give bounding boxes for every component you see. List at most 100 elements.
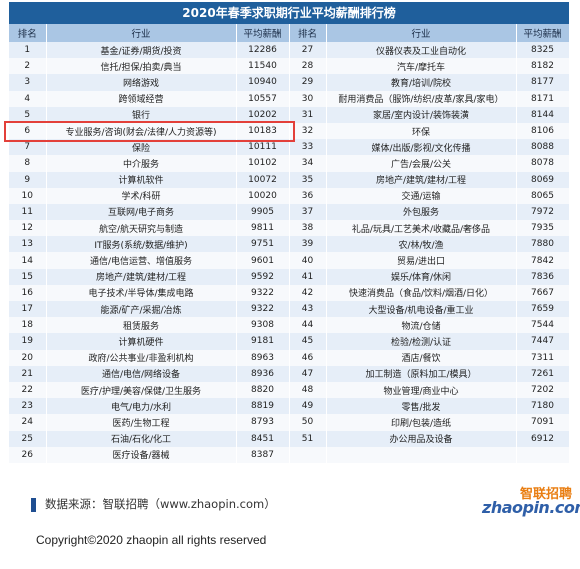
table-row: 1 基金/证券/期货/投资 12286 27 仪器仪表及工业自动化 8325: [9, 42, 570, 59]
rank-cell: 45: [289, 333, 327, 350]
salary-cell: 10202: [236, 106, 290, 123]
salary-cell: 10102: [236, 155, 290, 172]
rank-cell: 31: [289, 106, 327, 123]
salary-cell: 7261: [516, 365, 570, 382]
rank-cell: [289, 446, 327, 463]
header-industry: 行业: [46, 24, 237, 42]
industry-cell: 政府/公共事业/非盈利机构: [46, 349, 237, 366]
rank-cell: 42: [289, 284, 327, 301]
industry-cell: 石油/石化/化工: [46, 430, 237, 447]
industry-cell: 银行: [46, 106, 237, 123]
salary-cell: 9751: [236, 236, 290, 253]
rank-cell: 15: [9, 268, 47, 285]
industry-cell: 信托/担保/拍卖/典当: [46, 58, 237, 75]
table-title: 2020年春季求职期行业平均薪酬排行榜: [9, 2, 569, 24]
rank-cell: 10: [9, 187, 47, 204]
salary-cell: 8177: [516, 74, 570, 91]
industry-cell: IT服务(系统/数据/维护): [46, 236, 237, 253]
salary-cell: 8078: [516, 155, 570, 172]
industry-cell: 贸易/进出口: [326, 252, 517, 269]
table-row: 17 能源/矿产/采掘/冶炼 9322 43 大型设备/机电设备/重工业 7659: [9, 301, 570, 318]
salary-cell: 9322: [236, 284, 290, 301]
table-row: 9 计算机软件 10072 35 房地产/建筑/建材/工程 8069: [9, 171, 570, 188]
table-row: 6 专业服务/咨询(财会/法律/人力资源等) 10183 32 环保 8106: [9, 122, 570, 140]
industry-cell: 电子技术/半导体/集成电路: [46, 284, 237, 301]
rank-cell: 38: [289, 220, 327, 237]
industry-cell: 医药/生物工程: [46, 414, 237, 431]
salary-cell: 8963: [236, 349, 290, 366]
table-row: 8 中介服务 10102 34 广告/会展/公关 8078: [9, 155, 570, 172]
rank-cell: 41: [289, 268, 327, 285]
industry-cell: 互联网/电子商务: [46, 203, 237, 221]
industry-cell: 检验/检测/认证: [326, 333, 517, 350]
salary-cell: 9905: [236, 203, 290, 221]
industry-cell: 保险: [46, 139, 237, 156]
copyright-text: Copyright©2020 zhaopin all rights reserv…: [36, 533, 267, 547]
table-row: 5 银行 10202 31 家居/室内设计/装饰装潢 8144: [9, 106, 570, 123]
salary-cell: 12286: [236, 42, 290, 59]
salary-cell: 7842: [516, 252, 570, 269]
table-row: 23 电气/电力/水利 8819 49 零售/批发 7180: [9, 398, 570, 415]
industry-cell: 教育/培训/院校: [326, 74, 517, 91]
rank-cell: 28: [289, 58, 327, 75]
salary-cell: 7311: [516, 349, 570, 366]
salary-cell: 8793: [236, 414, 290, 431]
rank-cell: 29: [289, 74, 327, 91]
rank-cell: 5: [9, 106, 47, 123]
rank-cell: 6: [9, 122, 47, 140]
salary-cell: 7447: [516, 333, 570, 350]
industry-cell: 快速消费品（食品/饮料/烟酒/日化）: [326, 284, 517, 301]
salary-cell: 7836: [516, 268, 570, 285]
rank-cell: 21: [9, 365, 47, 382]
table-row: 25 石油/石化/化工 8451 51 办公用品及设备 6912: [9, 430, 570, 447]
table-row: 26 医疗设备/器械 8387: [9, 446, 570, 463]
salary-cell: 7202: [516, 381, 570, 399]
industry-cell: 酒店/餐饮: [326, 349, 517, 366]
salary-cell: 8171: [516, 90, 570, 107]
rank-cell: 18: [9, 317, 47, 334]
table-row: 18 租赁服务 9308 44 物流/仓储 7544: [9, 317, 570, 334]
salary-cell: 8069: [516, 171, 570, 188]
industry-cell: 跨领域经营: [46, 90, 237, 107]
salary-cell: 9811: [236, 220, 290, 237]
industry-cell: 广告/会展/公关: [326, 155, 517, 172]
rank-cell: 44: [289, 317, 327, 334]
rank-cell: 40: [289, 252, 327, 269]
salary-cell: 7880: [516, 236, 570, 253]
table-row: 12 航空/航天研究与制造 9811 38 礼品/玩具/工艺美术/收藏品/奢侈品 7935: [9, 220, 570, 237]
rank-cell: 51: [289, 430, 327, 447]
ranking-sheet: 2020年春季求职期行业平均薪酬排行榜 排名 行业 平均薪酬 排名 行业 平均薪…: [9, 2, 570, 463]
salary-cell: 10020: [236, 187, 290, 204]
rank-cell: 34: [289, 155, 327, 172]
industry-cell: 办公用品及设备: [326, 430, 517, 447]
table-header-row: 排名 行业 平均薪酬 排名 行业 平均薪酬: [9, 24, 570, 42]
rank-cell: 1: [9, 42, 47, 59]
industry-cell: 网络游戏: [46, 74, 237, 91]
rank-cell: 32: [289, 122, 327, 140]
salary-cell: 11540: [236, 58, 290, 75]
header-salary: 平均薪酬: [516, 24, 570, 42]
rank-cell: 36: [289, 187, 327, 204]
rank-cell: 30: [289, 90, 327, 107]
rank-cell: 7: [9, 139, 47, 156]
salary-cell: 8088: [516, 139, 570, 156]
industry-cell: 医疗设备/器械: [46, 446, 237, 463]
salary-cell: 7180: [516, 398, 570, 415]
industry-cell: [326, 446, 517, 463]
industry-cell: 礼品/玩具/工艺美术/收藏品/奢侈品: [326, 220, 517, 237]
rank-cell: 50: [289, 414, 327, 431]
rank-cell: 47: [289, 365, 327, 382]
salary-cell: 9592: [236, 268, 290, 285]
industry-cell: 汽车/摩托车: [326, 58, 517, 75]
table-row: 4 跨领域经营 10557 30 耐用消费品（服饰/纺织/皮革/家具/家电） 8171: [9, 90, 570, 107]
table-row: 15 房地产/建筑/建材/工程 9592 41 娱乐/体育/休闲 7836: [9, 268, 570, 285]
industry-cell: 基金/证券/期货/投资: [46, 42, 237, 59]
rank-cell: 11: [9, 203, 47, 221]
industry-cell: 大型设备/机电设备/重工业: [326, 301, 517, 318]
table-body: 1 基金/证券/期货/投资 12286 27 仪器仪表及工业自动化 8325 2 信托/担保/…: [9, 42, 570, 463]
table-row: 20 政府/公共事业/非盈利机构 8963 46 酒店/餐饮 7311: [9, 349, 570, 366]
header-rank: 排名: [9, 24, 47, 42]
rank-cell: 35: [289, 171, 327, 188]
industry-cell: 能源/矿产/采掘/冶炼: [46, 301, 237, 318]
salary-cell: 8065: [516, 187, 570, 204]
